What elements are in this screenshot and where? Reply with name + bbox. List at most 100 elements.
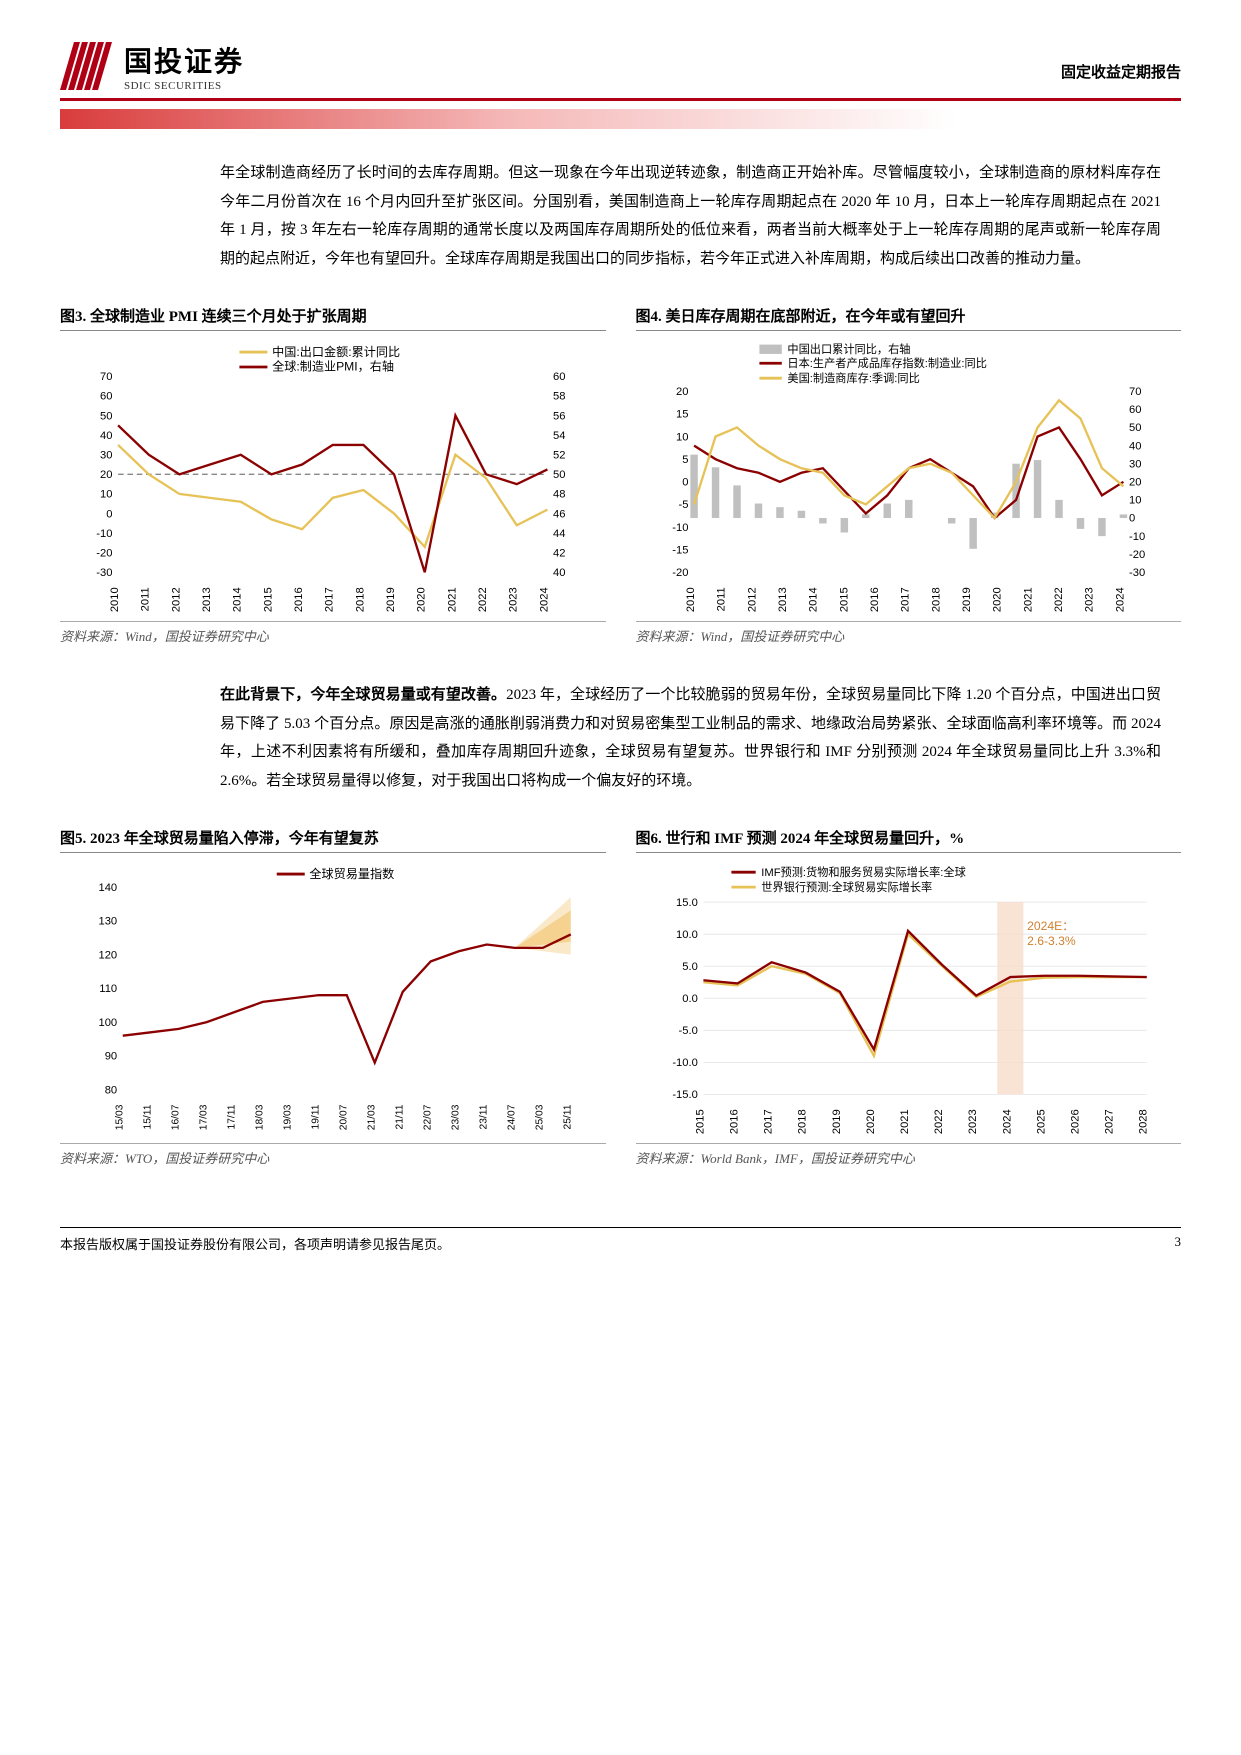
paragraph-2: 在此背景下，今年全球贸易量或有望改善。2023 年，全球经历了一个比较脆弱的贸易… — [220, 681, 1161, 795]
svg-text:19/03: 19/03 — [283, 1104, 294, 1130]
svg-text:23/11: 23/11 — [479, 1104, 490, 1129]
svg-text:23/03: 23/03 — [451, 1104, 462, 1130]
svg-text:2023: 2023 — [1083, 587, 1095, 612]
page-footer: 本报告版权属于国投证券股份有限公司，各项声明请参见报告尾页。 3 — [60, 1227, 1181, 1253]
svg-text:30: 30 — [1129, 458, 1141, 470]
svg-text:10: 10 — [100, 489, 112, 501]
svg-text:2019: 2019 — [385, 587, 397, 612]
svg-text:15/11: 15/11 — [143, 1104, 154, 1129]
svg-text:美国:制造商库存:季调:同比: 美国:制造商库存:季调:同比 — [787, 371, 919, 385]
svg-text:0.0: 0.0 — [682, 993, 698, 1005]
svg-text:52: 52 — [553, 449, 565, 461]
svg-text:15.0: 15.0 — [676, 897, 698, 909]
svg-text:16/07: 16/07 — [171, 1104, 182, 1130]
svg-text:2015: 2015 — [838, 587, 850, 612]
svg-text:70: 70 — [100, 371, 112, 383]
svg-text:19/11: 19/11 — [311, 1104, 322, 1129]
chart-6-source: 资料来源：World Bank，IMF，国投证券研究中心 — [636, 1143, 1182, 1167]
svg-text:2012: 2012 — [170, 587, 182, 612]
svg-text:2020: 2020 — [991, 587, 1003, 612]
svg-text:2020: 2020 — [416, 587, 428, 612]
chart-6-block: 图6. 世行和 IMF 预测 2024 年全球贸易量回升，% IMF预测:货物和… — [636, 827, 1182, 1197]
svg-text:-20: -20 — [1129, 549, 1145, 561]
svg-text:15/03: 15/03 — [115, 1104, 126, 1130]
svg-text:10: 10 — [676, 431, 688, 443]
svg-text:2016: 2016 — [869, 587, 881, 612]
svg-text:2024E：: 2024E： — [1027, 919, 1074, 933]
svg-text:2025: 2025 — [1035, 1109, 1047, 1134]
svg-text:17/11: 17/11 — [227, 1104, 238, 1129]
svg-text:20: 20 — [1129, 477, 1141, 489]
svg-text:2018: 2018 — [930, 587, 942, 612]
svg-text:2.6-3.3%: 2.6-3.3% — [1027, 934, 1076, 948]
footer-copyright: 本报告版权属于国投证券股份有限公司，各项声明请参见报告尾页。 — [60, 1234, 450, 1253]
svg-text:10.0: 10.0 — [676, 929, 698, 941]
svg-text:-10: -10 — [1129, 531, 1145, 543]
svg-text:全球:制造业PMI，右轴: 全球:制造业PMI，右轴 — [272, 359, 394, 374]
svg-text:2015: 2015 — [262, 587, 274, 612]
svg-text:2017: 2017 — [324, 587, 336, 612]
svg-text:40: 40 — [553, 567, 565, 579]
svg-text:-10: -10 — [96, 528, 112, 540]
svg-text:2011: 2011 — [715, 587, 727, 611]
svg-text:-15.0: -15.0 — [672, 1089, 698, 1101]
header-gradient-bar — [60, 109, 1181, 129]
svg-text:2021: 2021 — [899, 1109, 911, 1134]
svg-text:2027: 2027 — [1103, 1109, 1115, 1134]
chart-6-title: 图6. 世行和 IMF 预测 2024 年全球贸易量回升，% — [636, 827, 1182, 853]
svg-text:-20: -20 — [672, 567, 688, 579]
svg-text:0: 0 — [682, 477, 688, 489]
svg-text:中国出口累计同比，右轴: 中国出口累计同比，右轴 — [787, 342, 910, 356]
chart-3-svg: 中国:出口金额:累计同比全球:制造业PMI，右轴-30-20-100102030… — [60, 339, 606, 619]
chart-5-svg: 全球贸易量指数809010011012013014015/0315/1116/0… — [60, 861, 606, 1141]
svg-text:2023: 2023 — [508, 587, 520, 612]
svg-text:-20: -20 — [96, 547, 112, 559]
svg-text:5: 5 — [682, 454, 688, 466]
svg-text:2022: 2022 — [1053, 587, 1065, 612]
svg-text:18/03: 18/03 — [255, 1104, 266, 1130]
svg-text:50: 50 — [100, 410, 112, 422]
svg-text:2028: 2028 — [1137, 1109, 1149, 1134]
svg-text:120: 120 — [98, 949, 117, 961]
svg-text:40: 40 — [1129, 440, 1141, 452]
svg-text:17/03: 17/03 — [199, 1104, 210, 1130]
report-header: 国投证券 SDIC SECURITIES 固定收益定期报告 — [60, 40, 1181, 101]
svg-text:30: 30 — [100, 449, 112, 461]
svg-text:2014: 2014 — [807, 587, 819, 612]
svg-text:2023: 2023 — [967, 1109, 979, 1134]
svg-text:2013: 2013 — [777, 587, 789, 612]
chart-4-svg: 中国出口累计同比，右轴日本:生产者产成品库存指数:制造业:同比美国:制造商库存:… — [636, 339, 1182, 619]
svg-text:44: 44 — [553, 528, 565, 540]
chart-3-title: 图3. 全球制造业 PMI 连续三个月处于扩张周期 — [60, 305, 606, 331]
svg-text:60: 60 — [1129, 404, 1141, 416]
svg-text:40: 40 — [100, 430, 112, 442]
svg-text:50: 50 — [1129, 422, 1141, 434]
svg-text:90: 90 — [105, 1051, 117, 1063]
chart-6-svg: IMF预测:货物和服务贸易实际增长率:全球世界银行预测:全球贸易实际增长率-15… — [636, 861, 1182, 1141]
svg-text:2019: 2019 — [961, 587, 973, 612]
company-name-en: SDIC SECURITIES — [124, 80, 244, 92]
svg-text:25/11: 25/11 — [563, 1104, 574, 1129]
chart-5-source: 资料来源：WTO，国投证券研究中心 — [60, 1143, 606, 1167]
svg-text:2011: 2011 — [140, 587, 152, 611]
svg-text:-5: -5 — [678, 499, 688, 511]
svg-text:0: 0 — [1129, 513, 1135, 525]
svg-text:2012: 2012 — [746, 587, 758, 612]
svg-text:-10.0: -10.0 — [672, 1057, 698, 1069]
charts-row-2: 图5. 2023 年全球贸易量陷入停滞，今年有望复苏 全球贸易量指数809010… — [60, 827, 1181, 1197]
svg-text:2016: 2016 — [728, 1109, 740, 1134]
svg-text:54: 54 — [553, 430, 565, 442]
svg-text:2018: 2018 — [354, 587, 366, 612]
svg-text:25/03: 25/03 — [535, 1104, 546, 1130]
svg-text:48: 48 — [553, 489, 565, 501]
paragraph-2-bold: 在此背景下，今年全球贸易量或有望改善。 — [220, 687, 506, 703]
svg-text:5.0: 5.0 — [682, 961, 698, 973]
paragraph-1: 年全球制造商经历了长时间的去库存周期。但这一现象在今年出现逆转迹象，制造商正开始… — [220, 159, 1161, 273]
svg-text:-10: -10 — [672, 522, 688, 534]
chart-3-block: 图3. 全球制造业 PMI 连续三个月处于扩张周期 中国:出口金额:累计同比全球… — [60, 305, 606, 675]
svg-text:15: 15 — [676, 409, 688, 421]
svg-text:2014: 2014 — [232, 587, 244, 612]
svg-text:140: 140 — [98, 882, 117, 894]
svg-text:全球贸易量指数: 全球贸易量指数 — [309, 866, 394, 881]
svg-text:2017: 2017 — [762, 1109, 774, 1134]
